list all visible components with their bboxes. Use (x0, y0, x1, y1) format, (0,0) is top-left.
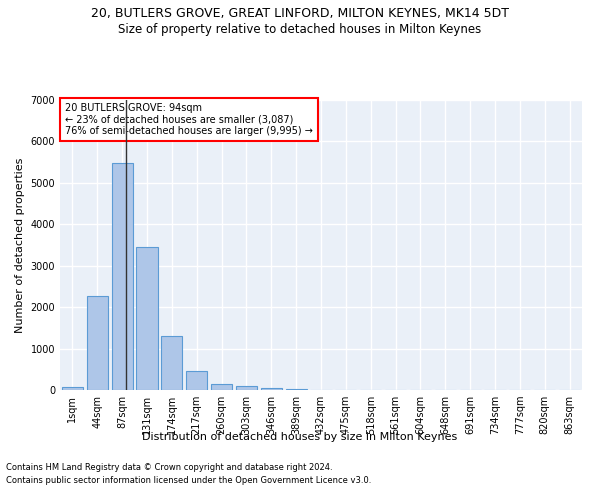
Bar (236, 386, 257, 390)
Bar (186, 371, 207, 390)
Text: Size of property relative to detached houses in Milton Keynes: Size of property relative to detached ho… (118, 22, 482, 36)
Text: Distribution of detached houses by size in Milton Keynes: Distribution of detached houses by size … (142, 432, 458, 442)
Text: 20, BUTLERS GROVE, GREAT LINFORD, MILTON KEYNES, MK14 5DT: 20, BUTLERS GROVE, GREAT LINFORD, MILTON… (91, 8, 509, 20)
Bar (286, 388, 307, 390)
Bar (87, 296, 108, 390)
Bar (161, 336, 182, 390)
Text: 20 BUTLERS GROVE: 94sqm
← 23% of detached houses are smaller (3,087)
76% of semi: 20 BUTLERS GROVE: 94sqm ← 23% of detache… (65, 103, 313, 136)
Bar (62, 387, 83, 390)
Bar (211, 384, 232, 390)
Y-axis label: Number of detached properties: Number of detached properties (15, 158, 25, 332)
Text: Contains public sector information licensed under the Open Government Licence v3: Contains public sector information licen… (6, 476, 371, 485)
Bar (261, 388, 282, 390)
Bar (112, 163, 133, 390)
Bar (136, 248, 158, 390)
Text: Contains HM Land Registry data © Crown copyright and database right 2024.: Contains HM Land Registry data © Crown c… (6, 464, 332, 472)
